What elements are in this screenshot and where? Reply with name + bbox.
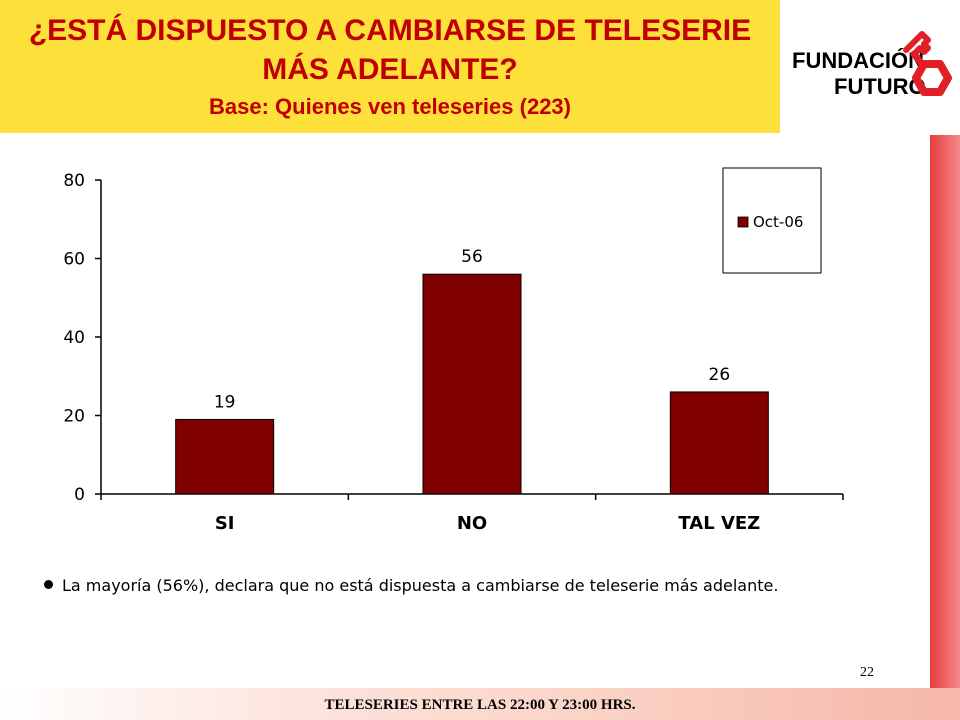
fundacion-futuro-logo: FUNDACIÓN FUTURO [792,31,952,99]
bar-tal-vez [669,391,769,495]
key-icon [903,31,952,96]
data-labels: 19 56 26 [214,247,730,412]
bar-si [175,418,275,495]
legend-swatch [737,216,749,228]
bullet-point: La mayoría (56%), declara que no está di… [44,576,778,595]
data-label: 26 [709,365,731,385]
y-tick-label: 40 [63,328,85,348]
decorative-side-stripe [930,135,960,690]
chart-legend: Oct-06 [722,167,822,274]
x-axis: SI NO TAL VEZ [100,493,844,534]
legend-label: Oct-06 [753,213,803,231]
y-tick-label: 0 [74,485,85,505]
bullet-text: La mayoría (56%), declara que no está di… [62,576,779,595]
y-tick-label: 20 [63,407,85,427]
data-label: 19 [214,392,236,412]
y-axis: 0 20 40 60 80 [63,171,102,505]
category-label: NO [457,513,487,534]
bar-no [422,273,522,495]
bullet-dot-icon [44,580,53,589]
data-label: 56 [461,247,483,267]
y-tick-label: 60 [63,250,85,270]
logo-text-line1: FUNDACIÓN [792,48,924,73]
footer-text: TELESERIES ENTRE LAS 22:00 Y 23:00 HRS. [324,697,636,713]
chart-bars [175,273,769,495]
header-banner: ¿ESTÁ DISPUESTO A CAMBIARSE DE TELESERIE… [0,0,780,133]
slide-title-line2: MÁS ADELANTE? [262,53,518,86]
bar-chart: 0 20 40 60 80 SI NO TAL VEZ 19 56 26 Oct-06 [63,167,844,534]
y-tick-label: 80 [63,171,85,191]
logo-text-line2: FUTURO [834,74,926,99]
slide-subtitle: Base: Quienes ven teleseries (223) [209,94,571,119]
page-number: 22 [860,665,874,680]
footer-bar [0,688,960,720]
slide-title-line1: ¿ESTÁ DISPUESTO A CAMBIARSE DE TELESERIE [28,14,752,47]
category-label: TAL VEZ [678,513,760,534]
category-label: SI [215,513,235,534]
